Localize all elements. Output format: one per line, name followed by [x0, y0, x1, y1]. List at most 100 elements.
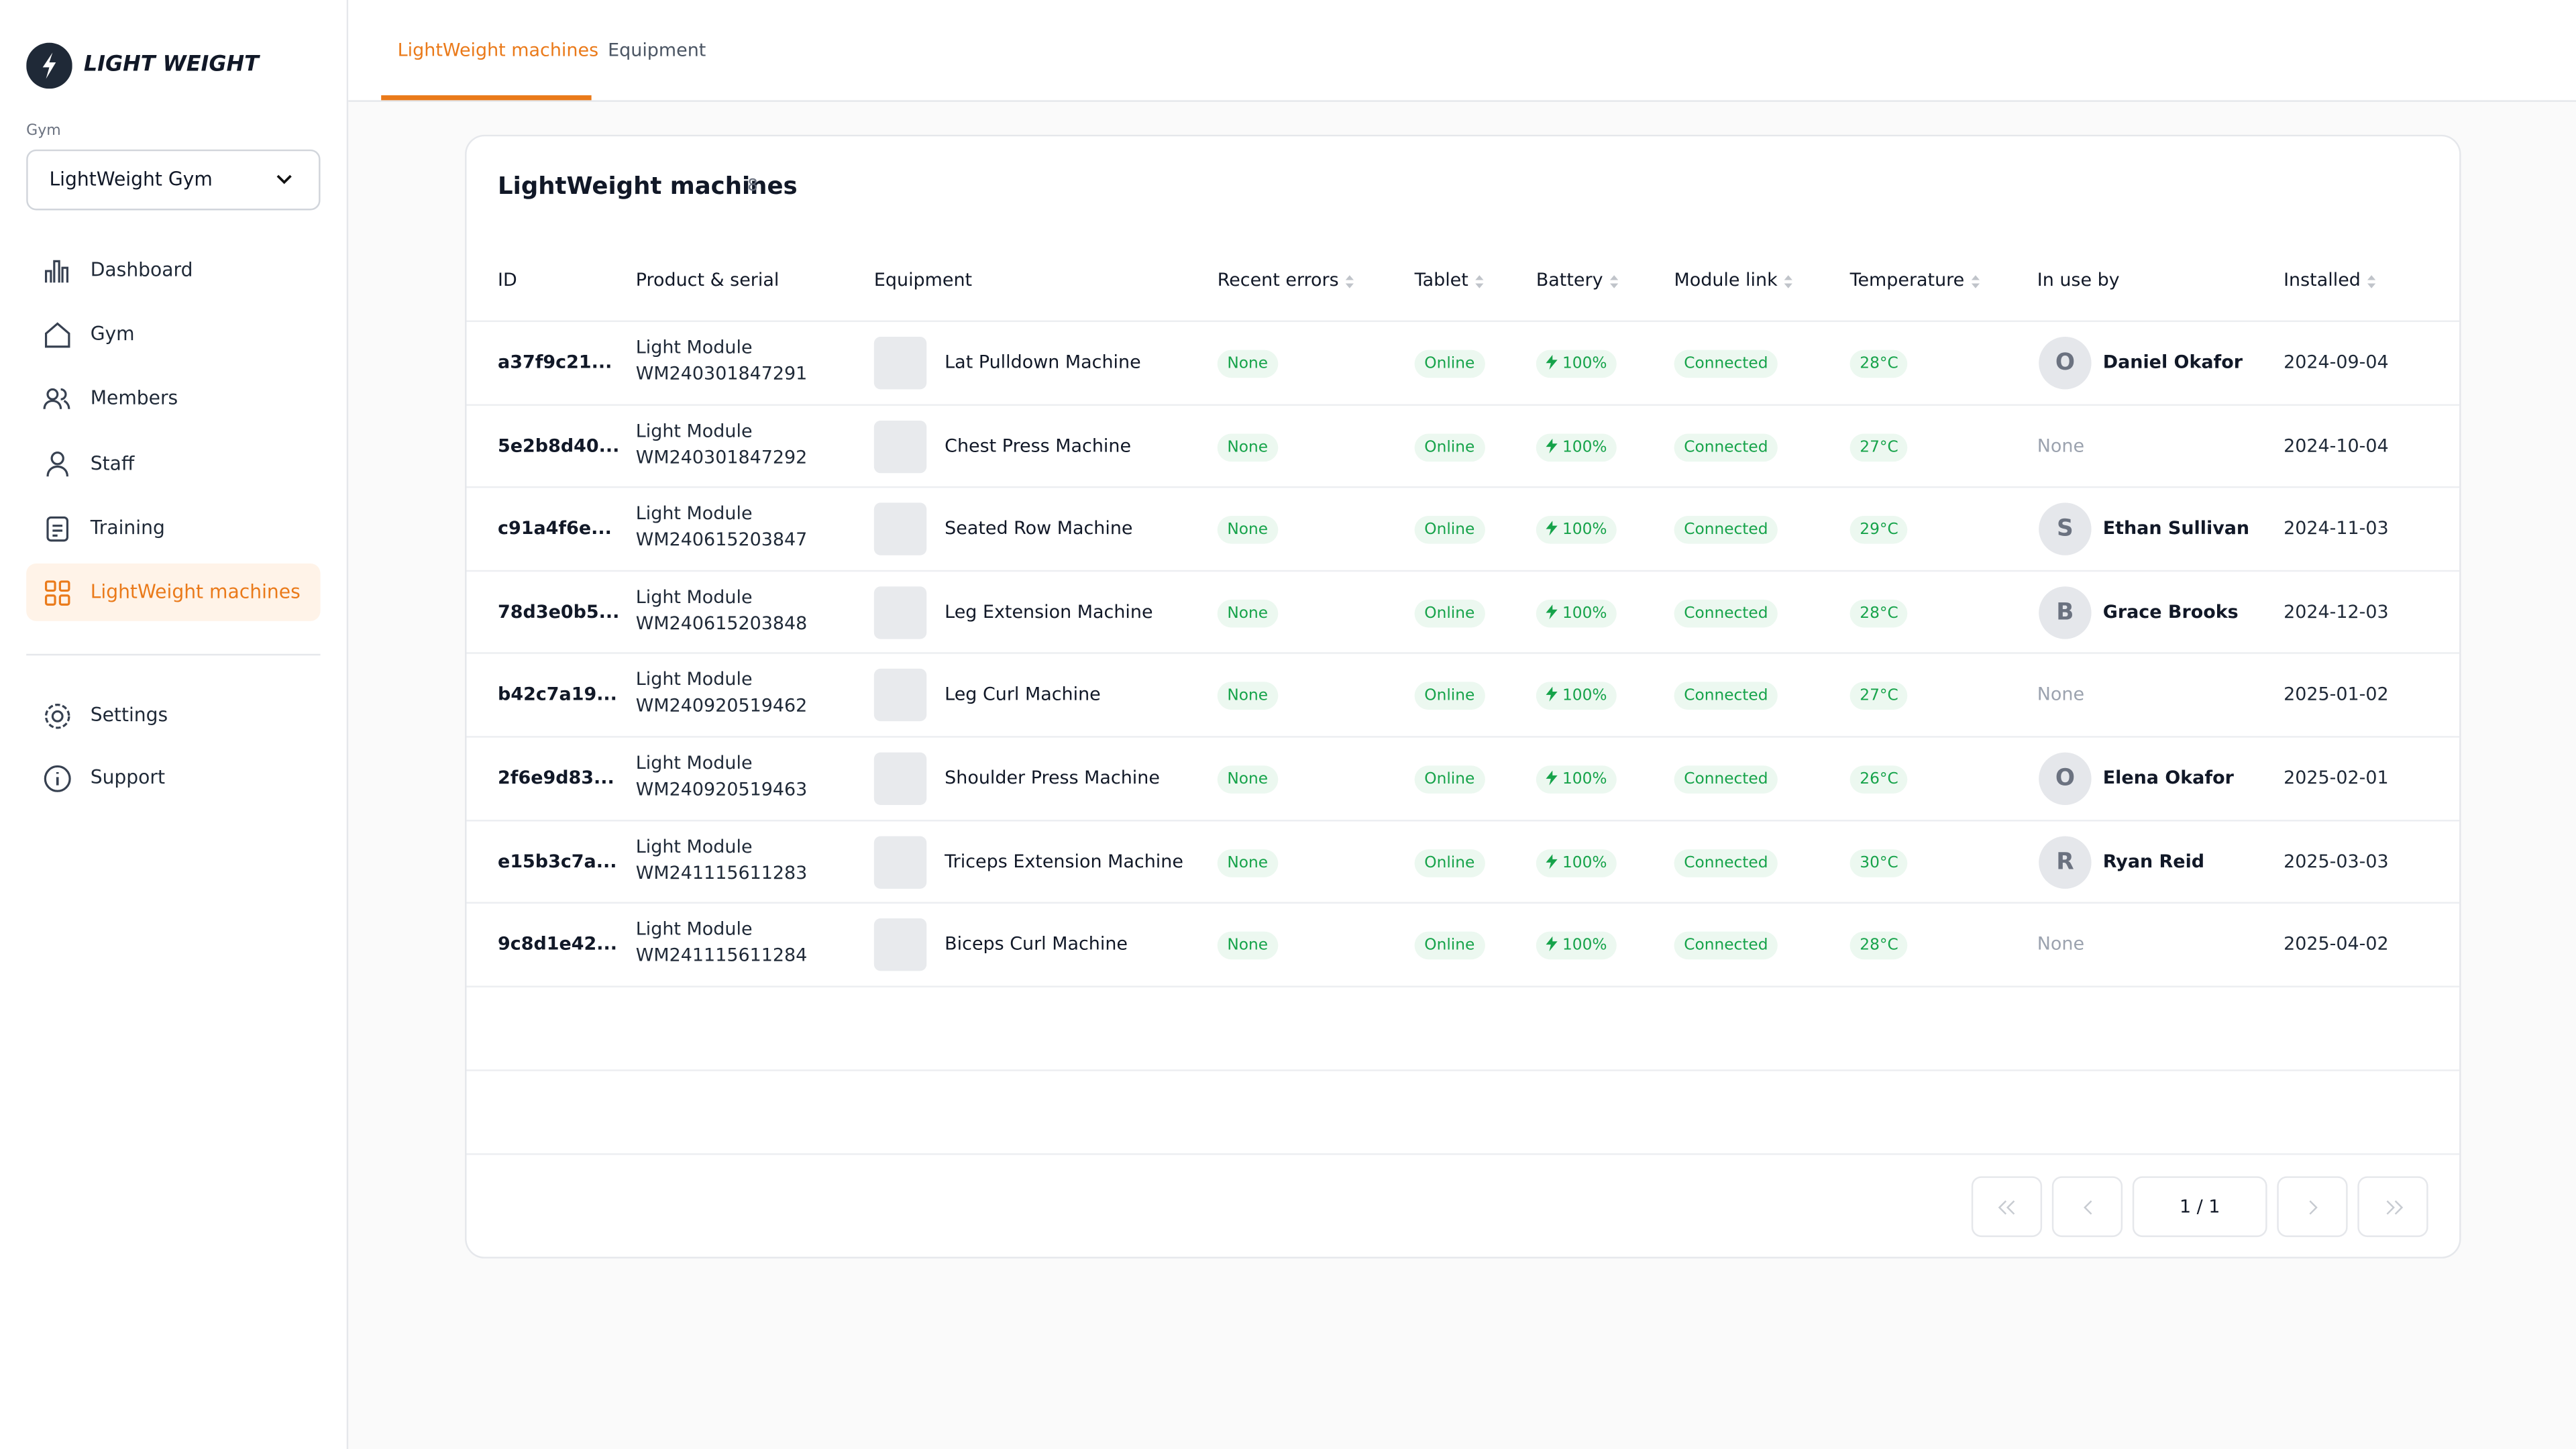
equipment: Leg Curl Machine	[945, 684, 1101, 706]
machine-id: a37f9c21...	[498, 352, 612, 373]
column-header[interactable]: Battery	[1536, 269, 1618, 291]
user: Ethan Sullivan	[2102, 517, 2250, 539]
user: Ryan Reid	[2102, 850, 2205, 872]
product: Light Module	[635, 337, 753, 358]
table-row[interactable]: 78d3e0b5... Light Module WM240615203848 Leg…	[466, 570, 2460, 653]
serial: WM241115611284	[635, 945, 808, 967]
nav-label: Staff	[90, 451, 135, 474]
nav-item[interactable]: Support	[26, 749, 320, 807]
link-pill: Connected	[1674, 599, 1778, 628]
nav-item[interactable]: Members	[26, 370, 320, 428]
table-row[interactable]: a37f9c21... Light Module WM240301847291 Lat…	[466, 320, 2460, 405]
serial: WM240615203848	[635, 612, 808, 634]
nav-item[interactable]: Settings	[26, 687, 320, 745]
equipment-thumb	[873, 419, 927, 473]
tab[interactable]: Equipment	[608, 39, 706, 61]
prev-page[interactable]	[2051, 1176, 2123, 1238]
tab[interactable]: LightWeight machines	[397, 39, 599, 61]
machine-id: 5e2b8d40...	[498, 434, 620, 456]
column-label: Battery	[1536, 269, 1603, 291]
bolt-icon	[1546, 437, 1558, 453]
equipment: Chest Press Machine	[945, 434, 1132, 456]
user: None	[2037, 434, 2085, 456]
first-page[interactable]	[1971, 1176, 2043, 1238]
column-label: In use by	[2037, 269, 2120, 291]
temperature-pill: 26°C	[1849, 765, 1909, 794]
link-pill: Connected	[1674, 433, 1778, 462]
column-label: Installed	[2284, 269, 2361, 291]
column-header[interactable]: Recent errors	[1217, 269, 1354, 291]
bolt-icon	[1546, 604, 1558, 619]
nav-item[interactable]: Dashboard	[26, 241, 320, 299]
table-row[interactable]: b42c7a19... Light Module WM240920519462 Leg…	[466, 653, 2460, 737]
sort-icon	[1345, 274, 1354, 288]
temperature-pill: 29°C	[1849, 516, 1909, 545]
nav-item[interactable]: Gym	[26, 306, 320, 364]
link-pill: Connected	[1674, 350, 1778, 378]
last-page[interactable]	[2357, 1176, 2428, 1238]
bolt-icon	[1546, 687, 1558, 702]
column-label: ID	[498, 269, 517, 291]
product: Light Module	[635, 752, 753, 774]
product: Light Module	[635, 419, 753, 441]
nav-label: Training	[90, 515, 165, 539]
installed: 2025-03-03	[2284, 850, 2389, 872]
column-label: Recent errors	[1217, 269, 1339, 291]
gym-select-value: LightWeight Gym	[49, 167, 213, 191]
brand: LIGHT WEIGHT	[83, 52, 259, 78]
row-divider	[466, 1153, 2460, 1155]
errors-pill: None	[1217, 350, 1278, 378]
bolt-icon	[1546, 770, 1558, 786]
equipment-thumb	[873, 835, 927, 888]
user: None	[2037, 684, 2085, 706]
avatar: R	[2039, 835, 2092, 888]
serial: WM240615203847	[635, 529, 808, 551]
column-label: Product & serial	[635, 269, 780, 291]
table-row[interactable]: 5e2b8d40... Light Module WM240301847292 Che…	[466, 403, 2460, 487]
table-row[interactable]: e15b3c7a... Light Module WM241115611283 Tri…	[466, 819, 2460, 903]
column-label: Tablet	[1414, 269, 1468, 291]
bolt-icon	[1546, 853, 1558, 869]
table-row[interactable]: c91a4f6e... Light Module WM240615203847 Sea…	[466, 486, 2460, 570]
machines-panel: LightWeight machines 8 ID Product & seria…	[465, 134, 2461, 1258]
column-header: ID	[498, 270, 517, 291]
installed: 2024-11-03	[2284, 517, 2389, 539]
column-header[interactable]: Tablet	[1414, 269, 1483, 291]
temperature-pill: 28°C	[1849, 932, 1909, 960]
errors-pill: None	[1217, 433, 1278, 462]
gym-select[interactable]: LightWeight Gym	[26, 149, 321, 211]
bolt-icon	[1546, 936, 1558, 952]
column-label: Module link	[1674, 269, 1778, 291]
user: None	[2037, 933, 2085, 955]
nav-item[interactable]: LightWeight machines	[26, 564, 321, 621]
temperature-pill: 27°C	[1849, 682, 1909, 710]
column-header[interactable]: Installed	[2284, 269, 2375, 291]
battery: 100%	[1562, 354, 1607, 373]
temperature-pill: 28°C	[1849, 350, 1909, 378]
errors-pill: None	[1217, 682, 1278, 710]
column-header[interactable]: Temperature	[1850, 270, 1980, 290]
table-row[interactable]: 9c8d1e42... Light Module WM241115611284 Bic…	[466, 902, 2460, 986]
panel-count: 8	[747, 177, 758, 196]
nav-label: Dashboard	[90, 258, 193, 281]
table-row[interactable]: 2f6e9d83... Light Module WM240920519463 Sho…	[466, 736, 2460, 820]
column-header: Product & serial	[636, 270, 780, 291]
next-page[interactable]	[2277, 1176, 2348, 1238]
machine-id: 2f6e9d83...	[498, 767, 614, 789]
equipment-thumb	[873, 669, 927, 722]
serial: WM240920519462	[635, 695, 808, 717]
sidebar: LIGHT WEIGHT Gym LightWeight Gym Dashboa…	[0, 0, 349, 1449]
nav-item[interactable]: Training	[26, 499, 320, 557]
column-header[interactable]: Module link	[1674, 269, 1792, 291]
nav-item[interactable]: Staff	[26, 435, 320, 492]
equipment: Biceps Curl Machine	[945, 933, 1128, 955]
sort-icon	[1474, 274, 1483, 288]
link-pill: Connected	[1674, 765, 1778, 794]
installed: 2025-01-02	[2284, 684, 2389, 706]
equipment: Leg Extension Machine	[945, 600, 1153, 623]
battery: 100%	[1562, 936, 1607, 955]
nav-label: Support	[90, 765, 166, 789]
tablet-pill: Online	[1414, 849, 1485, 877]
